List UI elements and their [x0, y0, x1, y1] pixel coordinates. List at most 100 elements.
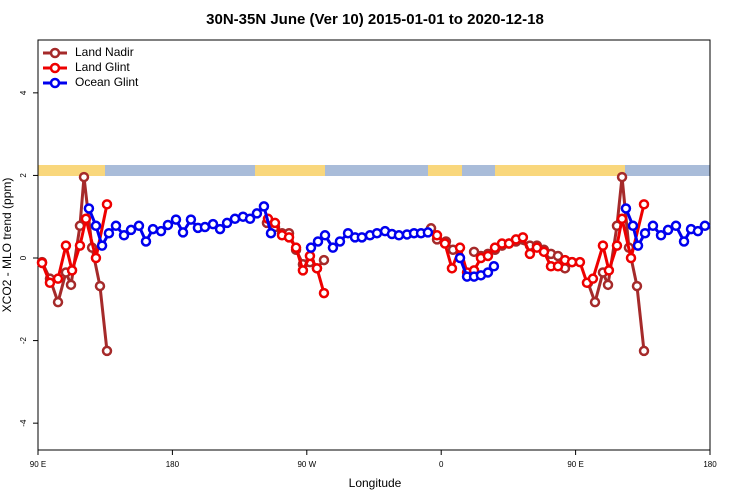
data-point: [258, 201, 270, 212]
legend-marker: [49, 62, 61, 74]
data-point: [552, 261, 564, 272]
chart-title: 30N-35N June (Ver 10) 2015-01-01 to 2020…: [206, 11, 544, 28]
data-point: [214, 223, 226, 235]
data-point: [488, 261, 500, 272]
data-point: [185, 214, 197, 225]
data-point: [574, 256, 586, 268]
data-point: [616, 171, 628, 183]
data-point: [110, 220, 122, 232]
data-point: [647, 220, 659, 232]
data-point: [446, 263, 458, 274]
data-point: [632, 240, 644, 251]
series-line: [40, 203, 646, 294]
data-point: [620, 203, 632, 214]
data-point: [334, 236, 346, 247]
data-point: [611, 240, 623, 251]
data-point: [44, 277, 56, 289]
data-point: [638, 345, 650, 357]
x-axis-label: Longitude: [349, 476, 402, 490]
data-point: [639, 227, 651, 239]
data-point: [431, 230, 443, 241]
data-point: [482, 250, 494, 262]
ocean-band: [38, 165, 710, 176]
data-point: [140, 236, 152, 247]
y-tick-label: -2: [19, 336, 28, 344]
data-point: [422, 227, 434, 238]
data-point: [587, 273, 599, 284]
data-point: [482, 267, 494, 278]
legend-marker: [49, 77, 61, 89]
map-strip: [38, 165, 710, 176]
data-point: [319, 230, 331, 241]
data-point: [52, 273, 64, 284]
data-point: [311, 263, 323, 274]
x-tick-label: 90 W: [297, 460, 316, 469]
land-band: [255, 165, 325, 176]
data-point: [78, 171, 90, 183]
x-tick-label: 0: [439, 460, 444, 469]
land-band: [38, 165, 105, 176]
data-point: [229, 213, 241, 225]
data-point: [627, 220, 639, 232]
data-point: [602, 279, 614, 291]
x-tick-label: 180: [703, 460, 717, 469]
data-point: [133, 220, 145, 232]
data-point: [638, 199, 650, 210]
data-point: [162, 219, 174, 231]
data-point: [80, 213, 92, 225]
legend-label: Ocean Glint: [75, 75, 139, 89]
x-tick-label: 180: [166, 460, 180, 469]
data-point: [90, 252, 102, 264]
data-point: [251, 208, 263, 219]
data-point: [297, 265, 309, 276]
data-point: [103, 227, 115, 239]
data-point: [524, 248, 536, 260]
data-point: [589, 296, 601, 308]
data-point: [393, 230, 405, 241]
data-point: [290, 242, 302, 253]
data-point: [177, 227, 189, 238]
data-point: [678, 236, 690, 247]
data-point: [625, 252, 637, 264]
y-tick-label: 2: [19, 173, 28, 178]
data-point: [439, 238, 451, 249]
data-point: [118, 230, 130, 241]
data-point: [101, 345, 113, 357]
data-point: [155, 225, 167, 237]
data-point: [356, 232, 368, 243]
data-point: [327, 242, 339, 253]
data-point: [199, 221, 211, 233]
data-point: [101, 199, 113, 210]
data-point: [699, 220, 711, 232]
y-tick-label: 4: [19, 90, 28, 95]
data-point: [538, 246, 550, 258]
y-tick-label: 0: [19, 255, 28, 260]
data-point: [371, 227, 383, 239]
data-point: [631, 280, 643, 292]
x-tick-label: 90 E: [567, 460, 583, 469]
data-point: [312, 236, 324, 247]
data-point: [221, 217, 233, 229]
y-tick-label: -4: [19, 419, 28, 427]
data-point: [244, 213, 256, 225]
data-point: [94, 280, 106, 292]
data-point: [52, 296, 64, 308]
data-point: [147, 223, 159, 235]
plot-frame: [37, 39, 711, 451]
data-point: [318, 287, 330, 299]
data-point: [304, 250, 316, 262]
data-point: [74, 240, 86, 251]
data-point: [207, 218, 219, 230]
y-axis-label: XCO2 - MLO trend (ppm): [0, 178, 14, 313]
data-point: [90, 220, 102, 232]
legend-label: Land Glint: [75, 60, 130, 74]
legend-label: Land Nadir: [75, 45, 134, 59]
legend-marker: [49, 47, 61, 59]
data-point: [655, 230, 667, 241]
data-point: [125, 224, 137, 236]
data-point: [662, 224, 674, 236]
data-point: [265, 227, 277, 239]
data-point: [96, 240, 108, 251]
data-point: [269, 217, 281, 229]
